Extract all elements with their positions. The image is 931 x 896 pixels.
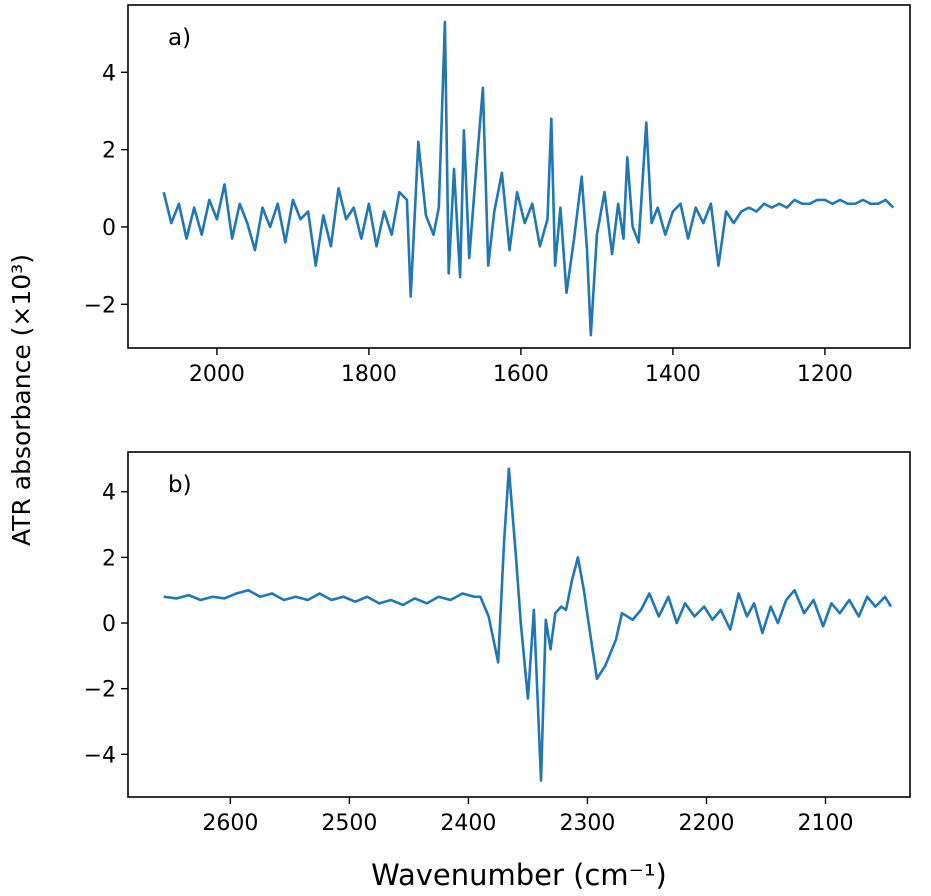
x-tick-label: 2300	[559, 811, 615, 836]
x-tick-label: 2400	[440, 811, 496, 836]
panel-label: a)	[168, 25, 191, 51]
y-tick-label: 4	[102, 481, 116, 506]
y-tick-label: 2	[102, 139, 116, 164]
spectrum-line	[162, 20, 895, 337]
x-tick-label: 1400	[645, 362, 701, 387]
y-tick-label: 4	[102, 61, 116, 86]
panel-label: b)	[168, 472, 192, 498]
y-tick-label: 0	[102, 612, 116, 637]
x-tick-label: 2600	[202, 811, 258, 836]
x-tick-label: 2500	[321, 811, 377, 836]
x-axis-label: Wavenumber (cm⁻¹)	[371, 858, 667, 892]
x-tick-label: 2000	[189, 362, 245, 387]
x-tick-label: 1800	[341, 362, 397, 387]
spectrum-line	[163, 467, 893, 782]
y-tick-label: 2	[102, 546, 116, 571]
y-tick-label: −2	[84, 678, 116, 703]
x-tick-label: 2200	[678, 811, 734, 836]
x-tick-label: 2100	[797, 811, 853, 836]
x-tick-label: 1200	[797, 362, 853, 387]
axes-frame	[127, 4, 911, 349]
y-axis-label: ATR absorbance (×10³)	[7, 254, 36, 546]
axes-frame	[127, 451, 911, 798]
y-tick-label: 0	[102, 216, 116, 241]
x-tick-label: 1600	[493, 362, 549, 387]
y-tick-label: −2	[84, 293, 116, 318]
y-tick-label: −4	[84, 743, 116, 768]
